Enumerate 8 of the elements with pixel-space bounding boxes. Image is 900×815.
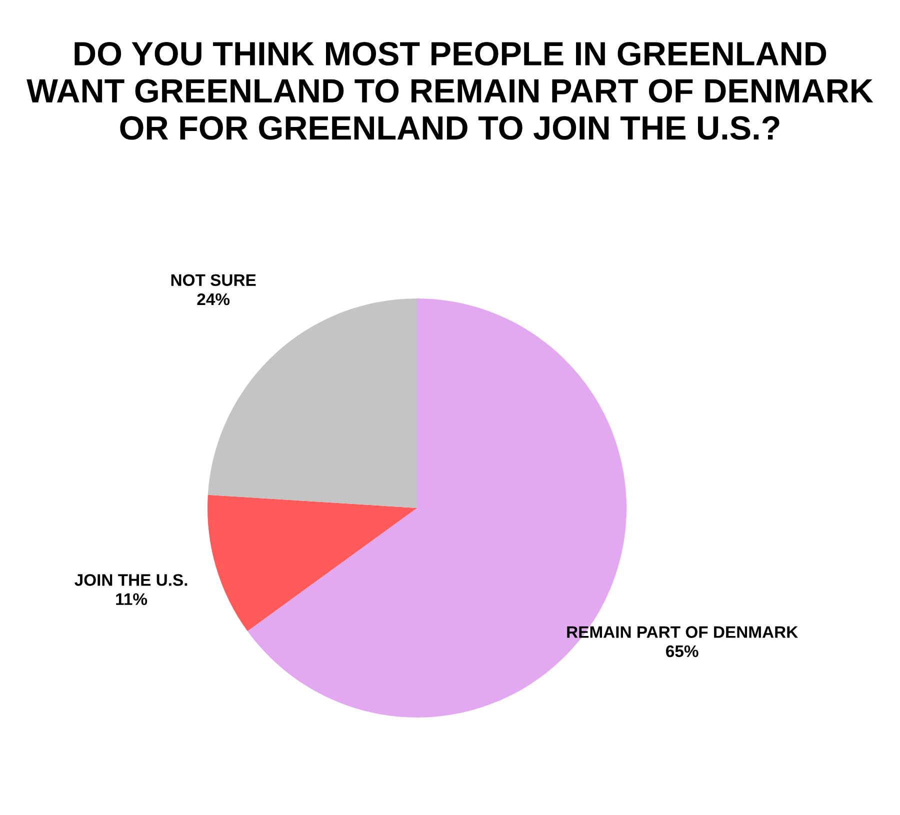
slice-label: JOIN THE U.S.	[74, 574, 188, 586]
data-label: 65%	[666, 645, 698, 658]
slice-label: NOT SURE	[171, 274, 256, 286]
data-label: 11%	[116, 593, 148, 606]
slice-label: REMAIN PART OF DENMARK	[567, 626, 798, 638]
pie-slice	[207, 494, 417, 632]
chart-title: DO YOU THINK MOST PEOPLE IN GREENLAND WANT GREENLAND TO REMAIN PART OF DENMARK OR FOR GREENLAND TO JOIN THE U.S.?	[26, 42, 874, 140]
data-label: 24%	[197, 293, 230, 306]
